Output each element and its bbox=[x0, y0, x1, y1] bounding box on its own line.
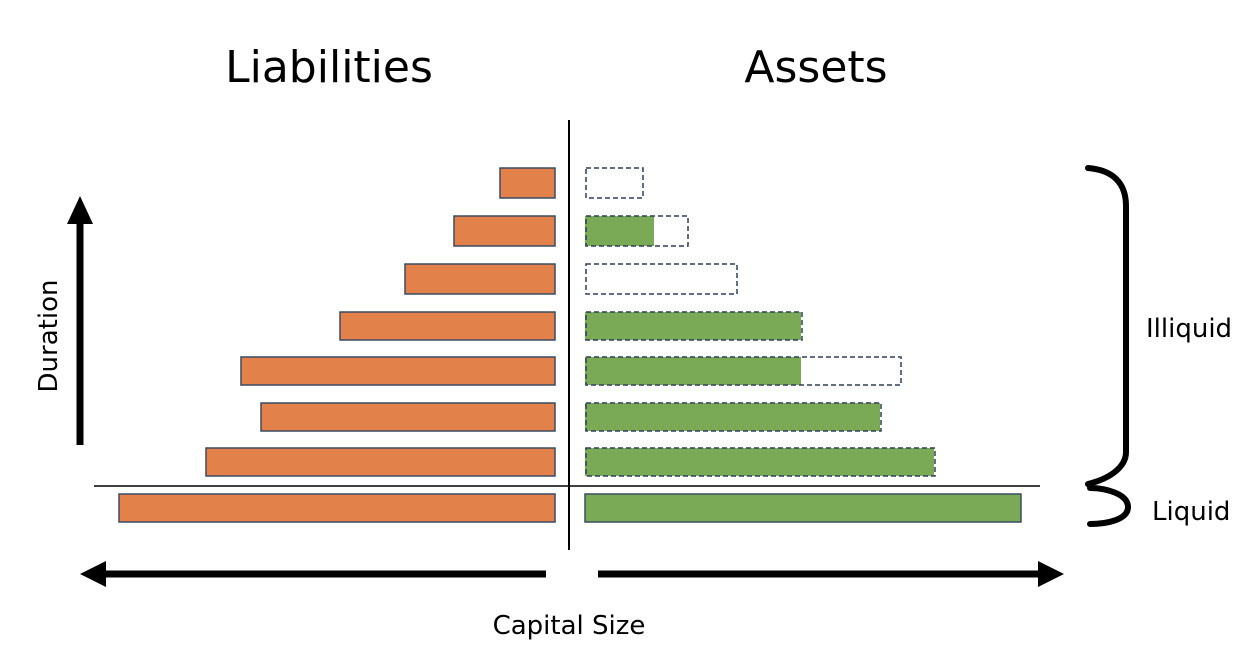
asset-bar-filled bbox=[585, 216, 654, 246]
asset-bar-filled bbox=[585, 403, 880, 431]
duration-arrow bbox=[67, 196, 93, 445]
liability-bar bbox=[118, 493, 556, 523]
liability-bar bbox=[404, 263, 556, 295]
asset-bar-capacity-outline bbox=[585, 167, 644, 199]
capital-size-right-arrow bbox=[598, 561, 1064, 587]
liability-bar bbox=[339, 311, 556, 341]
liability-bar bbox=[453, 215, 556, 247]
asset-bar-filled bbox=[585, 312, 801, 340]
illiquid-brace bbox=[1085, 165, 1129, 487]
asset-bar-capacity-outline bbox=[585, 356, 902, 386]
duration-label: Duration bbox=[34, 280, 64, 393]
asset-bar-filled bbox=[584, 493, 1022, 523]
liquid-brace bbox=[1087, 485, 1132, 527]
liability-bar bbox=[260, 402, 556, 432]
illiquid-label: Illiquid bbox=[1146, 314, 1232, 344]
asset-bar-capacity-outline bbox=[585, 311, 803, 341]
asset-bar-capacity-outline bbox=[585, 447, 936, 477]
asset-bar-filled bbox=[585, 357, 801, 385]
liquid-label: Liquid bbox=[1152, 497, 1230, 527]
liability-bar bbox=[240, 356, 556, 386]
assets-heading: Assets bbox=[744, 42, 887, 93]
liability-bar bbox=[205, 447, 556, 477]
capital-size-label: Capital Size bbox=[493, 611, 646, 641]
liability-bar bbox=[499, 167, 556, 199]
asset-bar-capacity-outline bbox=[585, 215, 689, 247]
capital-size-left-arrow bbox=[80, 561, 546, 587]
liability-bars bbox=[118, 167, 556, 523]
asset-bars bbox=[584, 167, 1022, 523]
asset-bar-capacity-outline bbox=[585, 263, 738, 295]
asset-bar-filled bbox=[585, 448, 934, 476]
asset-bar-capacity-outline bbox=[585, 402, 882, 432]
liabilities-heading: Liabilities bbox=[225, 42, 433, 93]
